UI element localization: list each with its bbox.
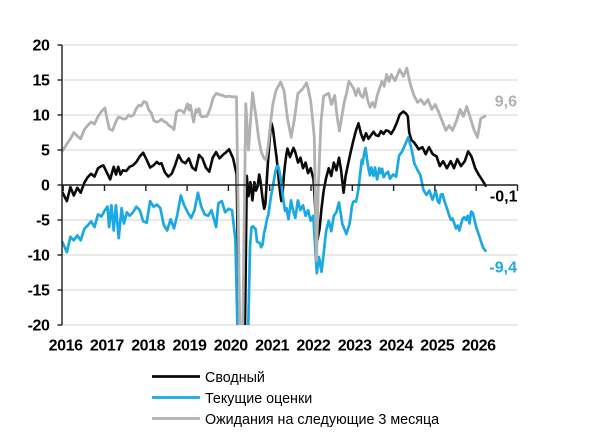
svg-text:2020: 2020 [214,338,248,355]
svg-text:0: 0 [41,178,50,195]
svg-text:2023: 2023 [338,338,372,355]
svg-text:2025: 2025 [420,338,454,355]
svg-text:2024: 2024 [379,338,413,355]
svg-text:-15: -15 [28,283,50,300]
svg-text:-0,1: -0,1 [490,189,518,206]
svg-text:20: 20 [33,38,50,55]
svg-text:Сводный: Сводный [205,370,265,386]
svg-text:2026: 2026 [462,338,496,355]
svg-text:2021: 2021 [255,338,289,355]
svg-text:9,6: 9,6 [495,94,517,111]
svg-text:2016: 2016 [49,338,83,355]
svg-text:-5: -5 [36,213,50,230]
svg-text:5: 5 [41,143,50,160]
svg-text:2022: 2022 [296,338,330,355]
svg-text:-9,4: -9,4 [489,260,517,277]
svg-text:2017: 2017 [90,338,124,355]
svg-text:15: 15 [33,73,50,90]
svg-text:Ожидания на следующие 3 месяца: Ожидания на следующие 3 месяца [205,412,439,428]
svg-text:2018: 2018 [131,338,165,355]
svg-text:2019: 2019 [173,338,207,355]
svg-text:10: 10 [33,108,50,125]
svg-text:Текущие оценки: Текущие оценки [205,391,312,407]
svg-text:-20: -20 [28,318,50,335]
svg-text:-10: -10 [28,248,50,265]
